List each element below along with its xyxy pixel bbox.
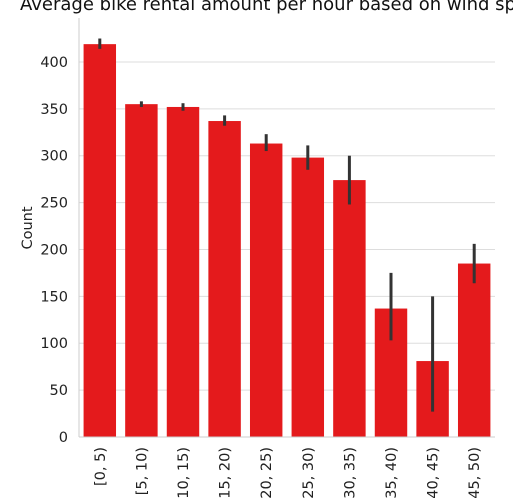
x-tick-label: [25, 30) <box>301 447 317 500</box>
x-tick-label: [30, 35) <box>342 447 358 500</box>
bar <box>457 263 491 437</box>
x-tick-label: [0, 5) <box>93 447 109 486</box>
x-tick-label: [5, 10) <box>134 447 150 495</box>
x-tick-label: [10, 15) <box>176 447 192 500</box>
error-bars <box>98 38 476 412</box>
y-axis-label: Count <box>20 206 36 249</box>
bar <box>333 180 366 437</box>
bars <box>83 44 491 438</box>
bar <box>166 106 200 438</box>
x-tick-labels: [0, 5) [5, 10) [10, 15) [15, 20) [20, 25) [25… <box>93 447 483 500</box>
y-tick-label: 150 <box>40 289 68 305</box>
x-tick-label: [15, 20) <box>218 447 234 500</box>
bar <box>208 121 241 437</box>
chart-title: Average bike rental amount per hour base… <box>20 0 513 15</box>
y-tick-label: 350 <box>40 102 68 118</box>
y-tick-label: 100 <box>40 336 68 352</box>
y-tick-label: 200 <box>40 242 68 258</box>
y-tick-label: 250 <box>40 196 68 212</box>
bar <box>249 143 283 438</box>
y-tick-label: 300 <box>40 149 68 165</box>
y-tick-label: 0 <box>59 430 68 446</box>
bar <box>291 157 325 437</box>
y-tick-labels: 0 50 100 150 200 250 300 350 400 <box>40 55 68 446</box>
x-tick-label: [20, 25) <box>259 447 275 500</box>
bar <box>125 104 158 437</box>
x-tick-label: [40, 45) <box>426 447 442 500</box>
y-tick-label: 400 <box>40 55 68 71</box>
y-tick-label: 50 <box>50 383 68 399</box>
x-tick-label: [35, 40) <box>384 447 400 500</box>
x-tick-label: [45, 50) <box>467 447 483 500</box>
axes <box>78 18 495 438</box>
bar <box>83 44 117 437</box>
